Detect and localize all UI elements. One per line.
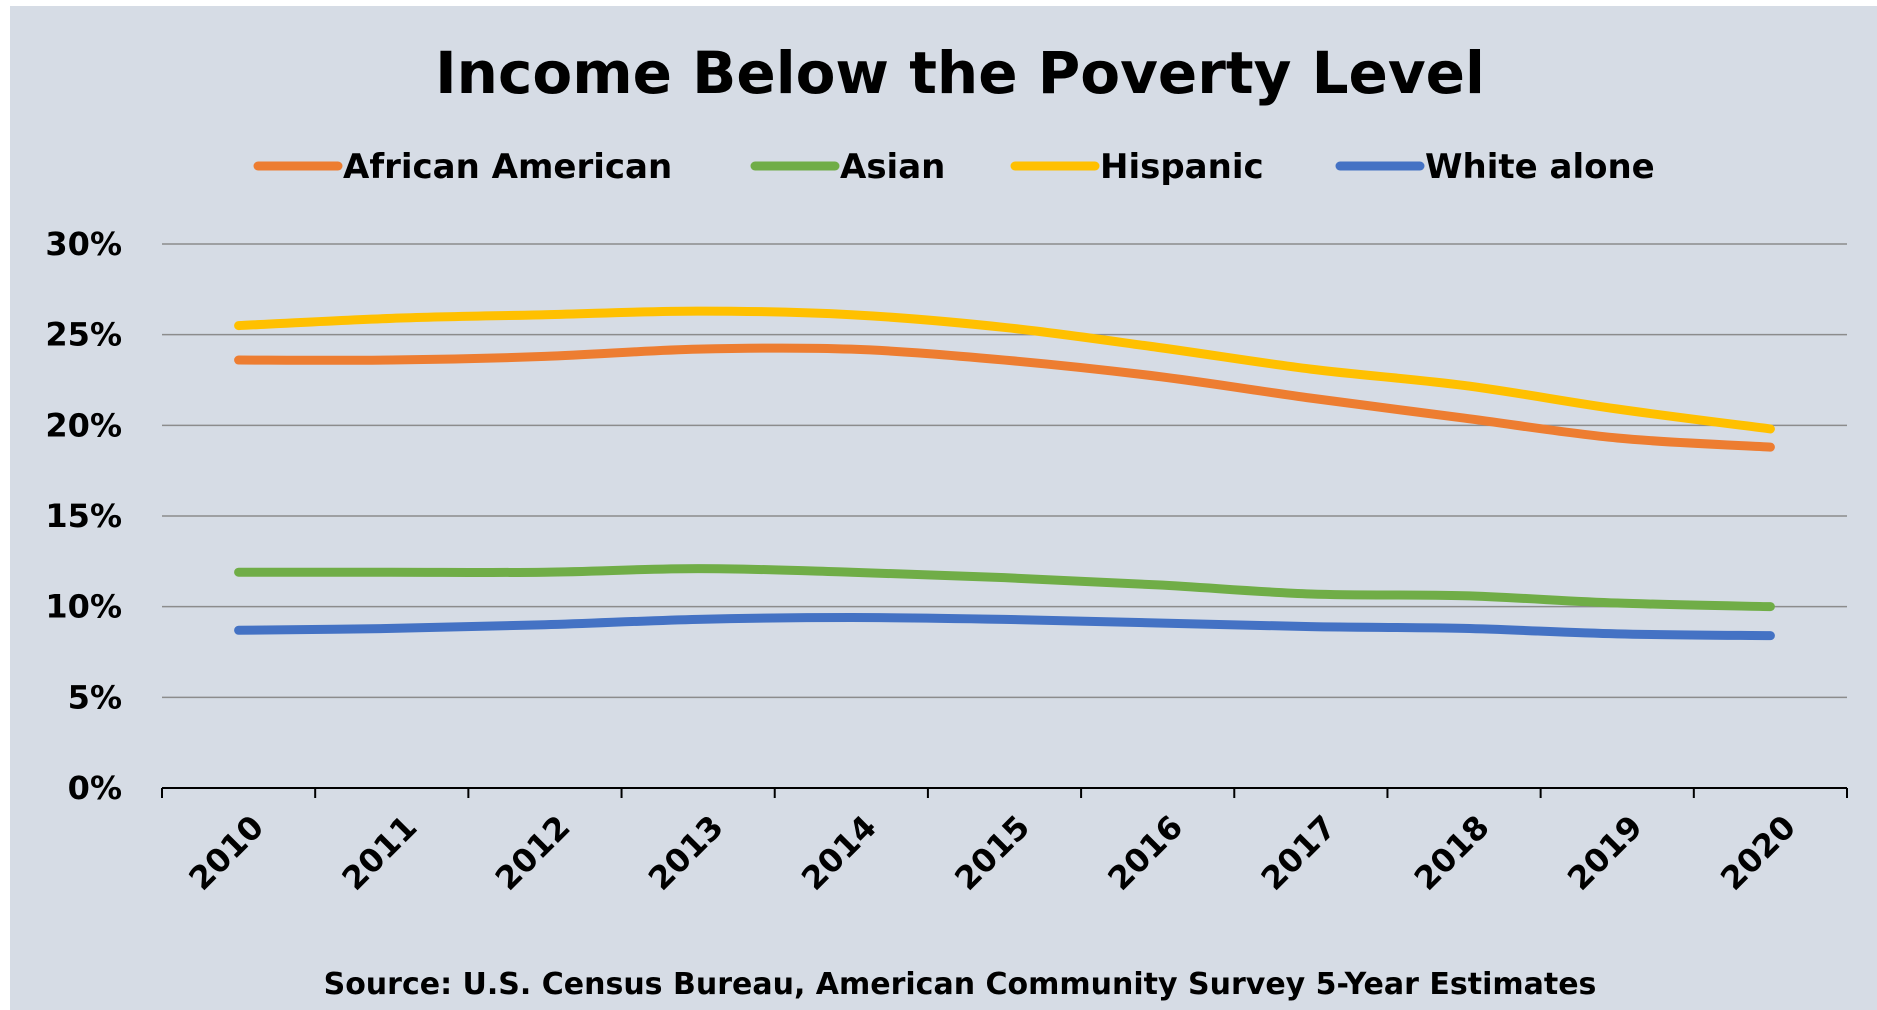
x-axis-ticks: 2010 2011 2012 2013 2014 2015 2016 2017 2018 2019… [181, 808, 1803, 898]
legend-item-white-alone: White alone [1335, 147, 1655, 187]
chart-panel: Income Below the Poverty Level African A… [10, 6, 1877, 1010]
legend-label: African American [343, 147, 672, 187]
legend-item-asian: Asian [750, 147, 945, 187]
x-tick-label: 2014 [794, 808, 884, 898]
series-line-white-alone [234, 613, 1775, 641]
chart-title: Income Below the Poverty Level [435, 39, 1485, 107]
x-tick-label: 2012 [488, 808, 578, 898]
x-tick-label: 2019 [1560, 808, 1650, 898]
y-tick-label: 25% [45, 316, 122, 354]
legend-label: Asian [840, 147, 945, 187]
x-tick-label: 2011 [335, 808, 425, 898]
series-line-african-american [234, 343, 1775, 452]
x-tick-label: 2013 [641, 808, 731, 898]
legend-label: Hispanic [1100, 147, 1264, 187]
gridlines [162, 243, 1847, 699]
y-axis-ticks: 0% 5% 10% 15% 20% 25% 30% [45, 225, 122, 807]
y-tick-label: 5% [68, 678, 122, 716]
x-tick-label: 2020 [1713, 808, 1803, 898]
y-tick-label: 0% [68, 769, 122, 807]
line-chart: Income Below the Poverty Level African A… [45, 39, 1848, 1002]
x-tick-label: 2016 [1100, 808, 1190, 898]
series-line-asian [234, 564, 1775, 612]
x-tick-label: 2015 [947, 808, 1037, 898]
series-line-hispanic [234, 306, 1775, 434]
y-tick-label: 10% [45, 588, 122, 626]
y-tick-label: 15% [45, 497, 122, 535]
chart-source: Source: U.S. Census Bureau, American Com… [324, 967, 1597, 1002]
legend-item-hispanic: Hispanic [1010, 147, 1264, 187]
legend-item-african-american: African American [253, 147, 672, 187]
legend: African American Asian Hispanic White alone [253, 147, 1655, 187]
series-lines [234, 306, 1775, 641]
legend-label: White alone [1425, 147, 1655, 187]
x-tick-label: 2018 [1407, 808, 1497, 898]
x-tick-label: 2017 [1254, 808, 1344, 898]
y-tick-label: 30% [45, 225, 122, 263]
x-tick-label: 2010 [181, 808, 271, 898]
axes [161, 787, 1848, 798]
y-tick-label: 20% [45, 406, 122, 444]
